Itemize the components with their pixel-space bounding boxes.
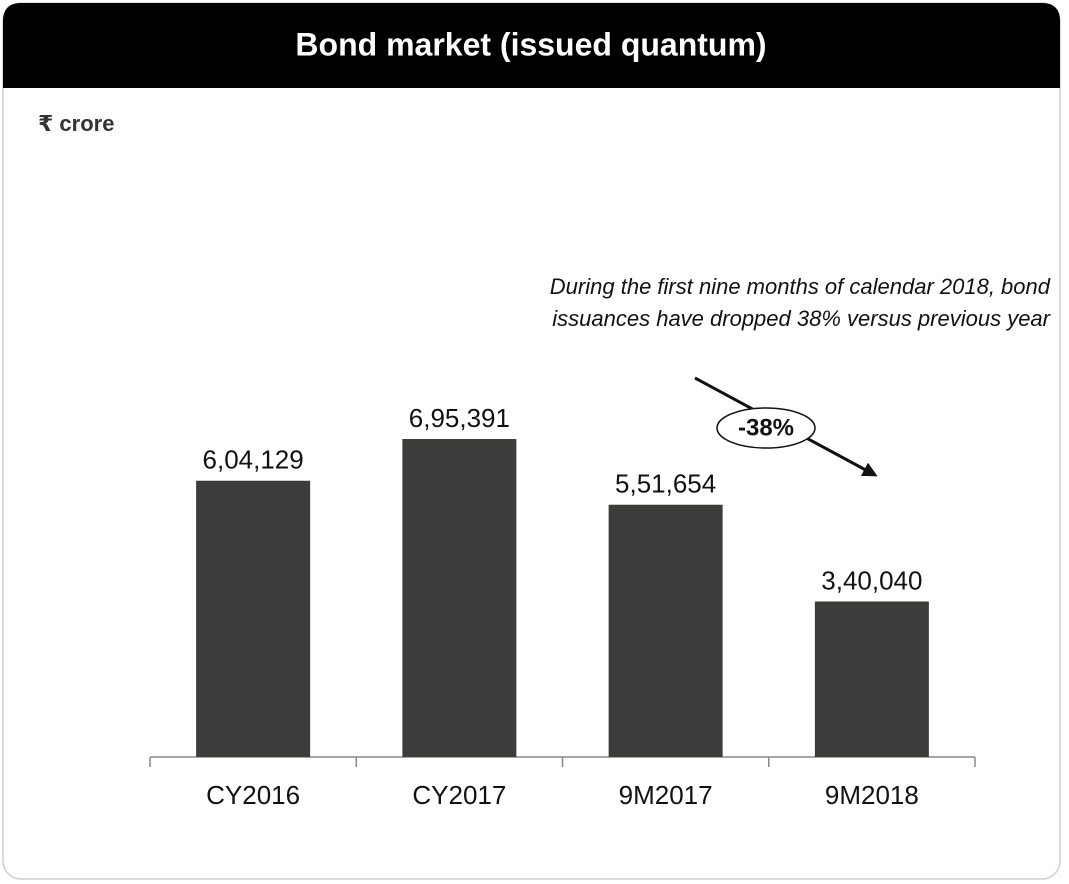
x-tick-label: CY2016 bbox=[206, 780, 300, 810]
change-label: -38% bbox=[738, 414, 794, 441]
header bbox=[3, 3, 1060, 88]
chart-title: Bond market (issued quantum) bbox=[295, 26, 766, 62]
x-tick-label: CY2017 bbox=[412, 780, 506, 810]
value-label: 3,40,040 bbox=[821, 565, 922, 595]
unit-label: ₹ crore bbox=[38, 111, 114, 136]
value-label: 6,04,129 bbox=[203, 445, 304, 475]
change-badge bbox=[716, 407, 816, 449]
bar bbox=[196, 480, 311, 757]
bar bbox=[608, 504, 723, 757]
x-tick-label: 9M2017 bbox=[619, 780, 713, 810]
bar bbox=[814, 601, 929, 757]
bar bbox=[402, 439, 517, 757]
annotation: issuances have dropped 38% versus previo… bbox=[552, 306, 1051, 331]
value-label: 5,51,654 bbox=[615, 469, 716, 499]
x-tick-label: 9M2018 bbox=[825, 780, 919, 810]
value-label: 6,95,391 bbox=[409, 403, 510, 433]
annotation: During the first nine months of calendar… bbox=[550, 274, 1051, 299]
